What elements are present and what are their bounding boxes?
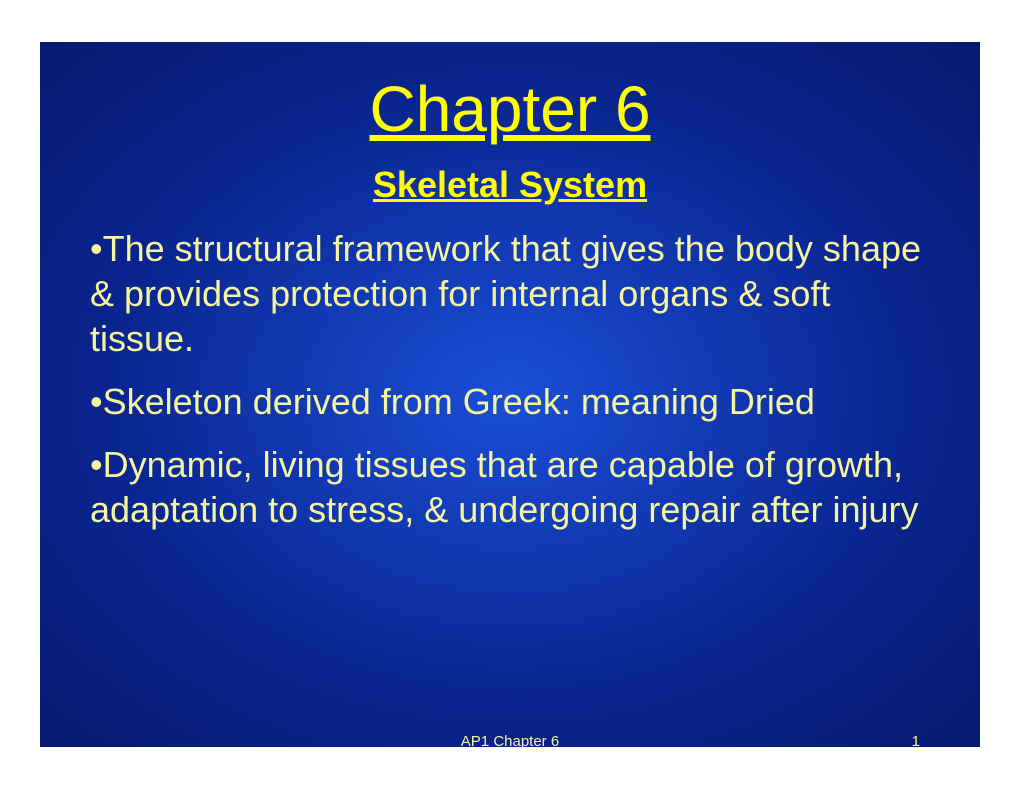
bullet-point: •Skeleton derived from Greek: meaning Dr… bbox=[90, 379, 930, 424]
bullet-point: •Dynamic, living tissues that are capabl… bbox=[90, 442, 930, 532]
footer-label: AP1 Chapter 6 bbox=[461, 733, 559, 750]
slide-subtitle: Skeletal System bbox=[90, 164, 930, 206]
presentation-slide: Chapter 6 Skeletal System •The structura… bbox=[40, 42, 980, 747]
bullet-point: •The structural framework that gives the… bbox=[90, 226, 930, 361]
slide-title: Chapter 6 bbox=[90, 72, 930, 146]
page-number: 1 bbox=[912, 733, 920, 750]
